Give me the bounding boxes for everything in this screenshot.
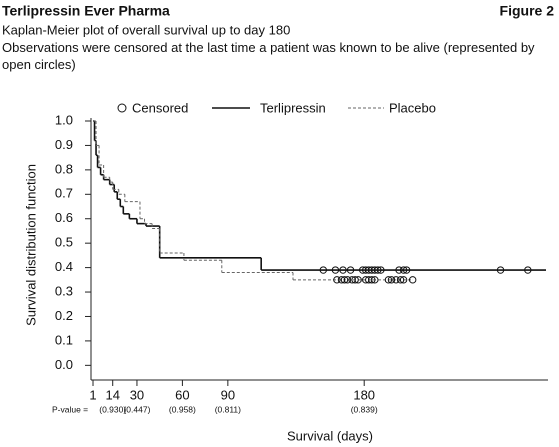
p-value: (0.839) [351, 404, 378, 414]
chart-title: Kaplan-Meier plot of overall survival up… [2, 22, 290, 37]
y-tick-label: 0.9 [55, 137, 73, 152]
censored-point [392, 276, 400, 284]
censored-point [396, 276, 405, 284]
y-tick-label: 0.1 [55, 332, 73, 347]
p-value: (0.930) [99, 404, 126, 414]
y-tick-label: 0.5 [55, 235, 73, 250]
censored-point [371, 276, 379, 284]
legend-label: Placebo [389, 100, 436, 115]
censored-point [340, 276, 349, 284]
y-tick-label: 0.7 [55, 186, 73, 201]
legend-censored-symbol [117, 103, 127, 113]
censored-point [496, 266, 505, 274]
x-tick-label: 1 [89, 387, 96, 402]
y-tick-label: 0.0 [55, 357, 73, 372]
y-tick-label: 0.8 [55, 161, 73, 176]
censored-point [402, 266, 411, 274]
legend-censored: Censored [132, 100, 188, 115]
censored-point [408, 276, 417, 284]
censored-point [333, 276, 341, 284]
censored-point [343, 276, 352, 284]
x-tick-label: 90 [221, 387, 235, 402]
header: Terlipressin Ever Pharma [2, 3, 170, 19]
censored-point [399, 276, 408, 284]
x-tick-label: 30 [130, 387, 144, 402]
p-value: (0.958) [169, 404, 196, 414]
censored-point [354, 276, 362, 284]
y-tick-label: 0.3 [55, 283, 73, 298]
y-axis-label: Survival distribution function [23, 164, 38, 326]
y-tick-label: 0.2 [55, 308, 73, 323]
censored-point [319, 266, 327, 274]
censored-point [399, 266, 408, 274]
censored-point [339, 266, 347, 274]
censored-point [384, 276, 393, 284]
p-value-label: P-value = [52, 404, 88, 414]
figure-label: Figure 2 [500, 3, 555, 19]
y-tick-label: 0.4 [55, 259, 73, 274]
censored-point [368, 276, 376, 284]
x-axis-label: Survival (days) [287, 428, 373, 443]
chart-subtitle: Observations were censored at the last t… [2, 40, 535, 72]
x-tick-label: 180 [353, 387, 375, 402]
censored-point [387, 276, 396, 284]
p-value: (0.811) [215, 404, 241, 414]
legend-label: Terlipressin [260, 100, 326, 115]
censored-point [331, 266, 340, 274]
x-tick-label: 14 [105, 387, 119, 402]
censored-point [524, 266, 532, 274]
censored-point [374, 266, 382, 274]
censored-point [346, 266, 355, 274]
x-tick-label: 60 [175, 387, 189, 402]
censored-point [351, 276, 359, 284]
censored-point [395, 266, 403, 274]
p-value: (0.447) [123, 404, 150, 414]
subtitle-box: Observations were censored at the last t… [2, 40, 535, 72]
y-tick-label: 1.0 [55, 112, 73, 127]
y-tick-label: 0.6 [55, 210, 73, 225]
censored-point [377, 266, 385, 274]
